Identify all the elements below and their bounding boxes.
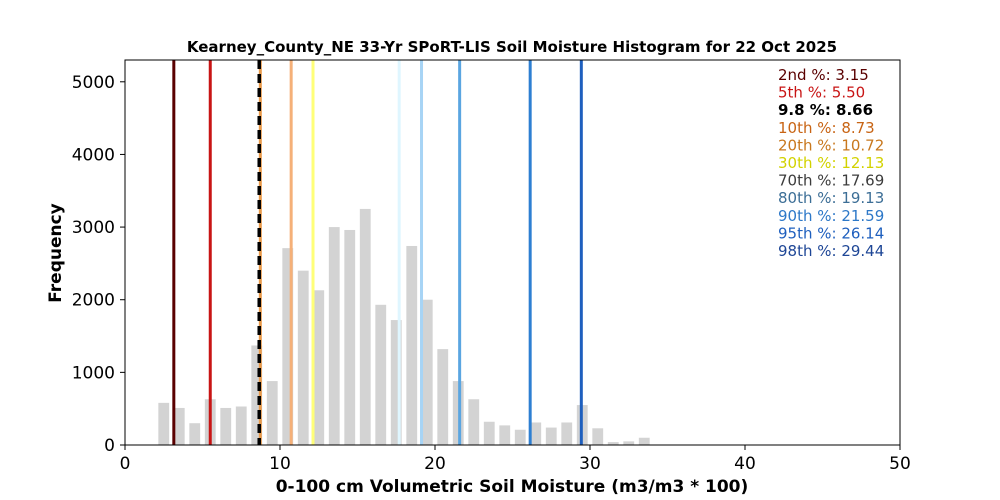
histogram-bar <box>359 208 371 445</box>
histogram-bar <box>638 437 650 445</box>
histogram-bar <box>344 229 356 445</box>
y-axis-label: Frequency <box>46 203 66 303</box>
histogram-bar <box>189 423 201 445</box>
histogram-bar <box>530 422 542 445</box>
bars-layer <box>158 208 650 445</box>
x-tick-label: 40 <box>734 454 756 474</box>
x-tick-label: 0 <box>120 454 131 474</box>
histogram-bar <box>623 441 635 445</box>
legend-entry: 5th %: 5.50 <box>778 84 865 102</box>
histogram-bar <box>545 427 557 445</box>
histogram-bar <box>514 429 526 445</box>
histogram-bar <box>313 290 325 445</box>
histogram-bar <box>499 425 511 445</box>
y-tick-label: 2000 <box>72 291 115 311</box>
legend-entry: 80th %: 19.13 <box>778 189 884 207</box>
histogram-bar <box>220 407 232 445</box>
histogram-bar <box>437 349 449 445</box>
legend-entry: 9.8 %: 8.66 <box>778 101 873 119</box>
legend-entry: 10th %: 8.73 <box>778 119 875 137</box>
histogram-bar <box>173 407 185 445</box>
x-tick-label: 30 <box>579 454 601 474</box>
histogram-bar <box>406 245 418 445</box>
legend-entry: 2nd %: 3.15 <box>778 66 869 84</box>
y-tick-label: 4000 <box>72 145 115 165</box>
y-tick-label: 0 <box>104 436 115 456</box>
histogram-bar <box>251 345 263 445</box>
legend-entry: 20th %: 10.72 <box>778 136 884 154</box>
histogram-bar <box>607 442 619 445</box>
percentile-lines-layer <box>172 60 583 445</box>
histogram-bar <box>375 304 387 445</box>
x-tick-label: 20 <box>424 454 446 474</box>
legend-entry: 30th %: 12.13 <box>778 154 884 172</box>
x-tick-label: 10 <box>269 454 291 474</box>
x-axis-label: 0-100 cm Volumetric Soil Moisture (m3/m3… <box>276 477 749 497</box>
histogram-bar <box>561 422 573 445</box>
histogram-bar <box>592 428 604 445</box>
y-axis-ticks: 0 1000 2000 3000 4000 5000 <box>72 73 125 456</box>
legend-entry: 90th %: 21.59 <box>778 207 884 225</box>
legend-entry: 95th %: 26.14 <box>778 224 884 242</box>
x-axis-ticks: 0 10 20 30 40 50 <box>120 445 911 474</box>
histogram-bar <box>297 270 309 445</box>
histogram-bar <box>390 320 402 445</box>
y-tick-label: 3000 <box>72 218 115 238</box>
plot-frame <box>124 59 901 446</box>
y-tick-label: 1000 <box>72 363 115 383</box>
histogram-bar <box>158 402 170 445</box>
histogram-bar <box>328 227 340 445</box>
histogram-bar <box>468 399 480 445</box>
histogram-bar <box>483 421 495 445</box>
histogram-bar <box>421 299 433 445</box>
legend-entry: 98th %: 29.44 <box>778 242 884 260</box>
histogram-bar <box>235 406 247 445</box>
histogram-bar <box>266 381 278 445</box>
chart-title: Kearney_County_NE 33-Yr SPoRT-LIS Soil M… <box>187 38 837 56</box>
x-tick-label: 50 <box>889 454 911 474</box>
histogram-bar <box>282 248 294 445</box>
y-tick-label: 5000 <box>72 73 115 93</box>
legend-entry: 70th %: 17.69 <box>778 172 884 190</box>
